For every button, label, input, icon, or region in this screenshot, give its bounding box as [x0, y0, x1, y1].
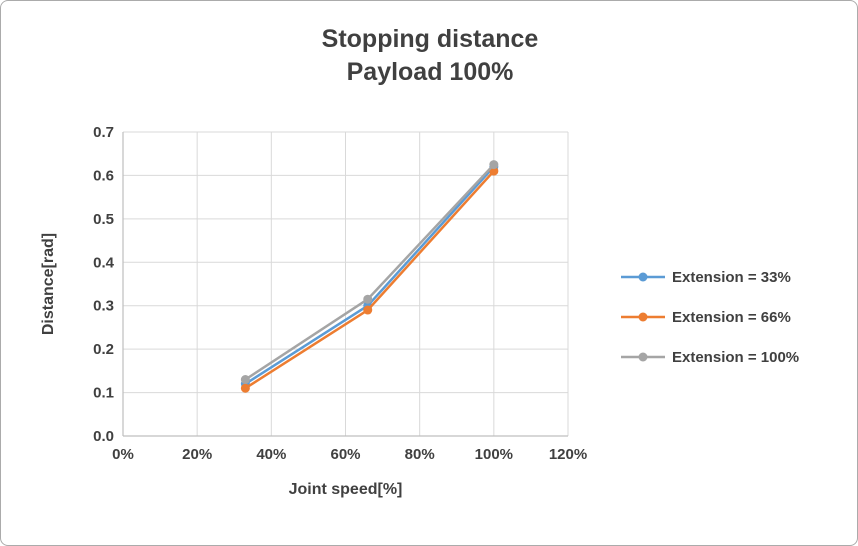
legend-marker	[621, 352, 665, 362]
chart-title: Stopping distance Payload 100%	[1, 23, 857, 89]
legend-item-1: Extension = 66%	[621, 297, 799, 337]
y-tick-label: 0.1	[93, 385, 114, 402]
legend-label: Extension = 33%	[672, 268, 791, 286]
y-tick-label: 0.0	[93, 428, 114, 445]
y-tick-label: 0.5	[93, 211, 114, 228]
x-tick-label: 120%	[549, 446, 587, 463]
chart-title-line2: Payload 100%	[346, 58, 514, 86]
x-tick-label: 60%	[330, 446, 360, 463]
y-axis-title: Distance[rad]	[40, 233, 57, 335]
x-tick-label: 80%	[405, 446, 435, 463]
y-tick-label: 0.6	[93, 167, 114, 184]
series-line-2	[244, 163, 496, 381]
legend-item-2: Extension = 100%	[621, 337, 799, 377]
legend-marker	[621, 272, 665, 282]
series-marker	[363, 294, 373, 304]
legend-item-0: Extension = 33%	[621, 257, 799, 297]
series-marker	[240, 383, 250, 393]
x-tick-label: 100%	[475, 446, 513, 463]
series-marker	[489, 160, 499, 170]
x-tick-label: 40%	[256, 446, 286, 463]
x-tick-label: 20%	[182, 446, 212, 463]
series-marker	[489, 166, 499, 176]
y-tick-label: 0.2	[93, 341, 114, 358]
series-marker	[240, 375, 250, 385]
chart-title-line1: Stopping distance	[321, 25, 539, 53]
plot-area: 0% 20% 40% 60% 80% 100% 120% 0.0 0.1 0.2 0.3 0.4 0.5…	[40, 124, 587, 498]
y-tick-label: 0.4	[93, 254, 115, 271]
y-tick-label: 0.3	[93, 298, 114, 315]
series-marker	[363, 305, 373, 315]
legend-label: Extension = 66%	[672, 308, 791, 326]
legend: Extension = 33% Extension = 66% Extension …	[621, 257, 799, 377]
y-tick-label: 0.7	[93, 124, 114, 141]
x-tick-label: 0%	[112, 446, 134, 463]
legend-label: Extension = 100%	[672, 348, 800, 366]
series-line-0	[244, 165, 496, 386]
x-axis-title: Joint speed[%]	[289, 481, 403, 498]
legend-marker	[621, 312, 665, 322]
